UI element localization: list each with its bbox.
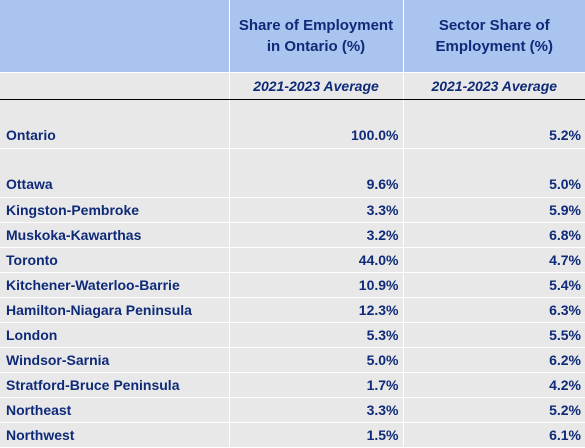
table-row: Muskoka-Kawarthas 3.2% 6.8% bbox=[0, 222, 585, 248]
sector-share-value: 4.2% bbox=[403, 372, 585, 398]
region-name: Toronto bbox=[0, 247, 230, 273]
table-row: Stratford-Bruce Peninsula 1.7% 4.2% bbox=[0, 372, 585, 398]
sector-share-value: 5.4% bbox=[403, 272, 585, 298]
header-share-of-employment: Share of Employment in Ontario (%) bbox=[229, 0, 404, 72]
region-name: Muskoka-Kawarthas bbox=[0, 222, 230, 248]
sector-share-value: 6.1% bbox=[403, 422, 585, 448]
share-value: 1.7% bbox=[229, 372, 404, 398]
subheader-share-period: 2021-2023 Average bbox=[229, 71, 404, 100]
share-value: 5.3% bbox=[229, 322, 404, 348]
sector-share-value: 6.3% bbox=[403, 297, 585, 323]
table-row: Northwest 1.5% 6.1% bbox=[0, 422, 585, 448]
region-name: Stratford-Bruce Peninsula bbox=[0, 372, 230, 398]
spacer-row bbox=[0, 148, 585, 172]
region-name: Kitchener-Waterloo-Barrie bbox=[0, 272, 230, 298]
table-row: Windsor-Sarnia 5.0% 6.2% bbox=[0, 347, 585, 373]
header-share-line2: in Ontario (%) bbox=[266, 37, 366, 55]
share-value: 10.9% bbox=[229, 272, 404, 298]
header-region bbox=[0, 0, 230, 72]
region-rows: Ottawa 9.6% 5.0% Kingston-Pembroke 3.3% 5.9% M… bbox=[0, 172, 585, 448]
region-name: London bbox=[0, 322, 230, 348]
subheader-row: 2021-2023 Average 2021-2023 Average bbox=[0, 71, 585, 100]
table-row: Toronto 44.0% 4.7% bbox=[0, 247, 585, 273]
region-name: Northwest bbox=[0, 422, 230, 448]
region-name: Hamilton-Niagara Peninsula bbox=[0, 297, 230, 323]
region-name: Kingston-Pembroke bbox=[0, 197, 230, 223]
sector-share-value: 5.5% bbox=[403, 322, 585, 348]
share-value: 9.6% bbox=[229, 172, 404, 198]
table-row: Kitchener-Waterloo-Barrie 10.9% 5.4% bbox=[0, 272, 585, 298]
table-row: Ottawa 9.6% 5.0% bbox=[0, 172, 585, 198]
share-value: 1.5% bbox=[229, 422, 404, 448]
share-value: 3.3% bbox=[229, 397, 404, 423]
share-value: 5.0% bbox=[229, 347, 404, 373]
table-row: Northeast 3.3% 5.2% bbox=[0, 397, 585, 423]
subheader-sector-period: 2021-2023 Average bbox=[403, 71, 585, 100]
table-row: Kingston-Pembroke 3.3% 5.9% bbox=[0, 197, 585, 223]
header-sector-line2: Employment (%) bbox=[435, 37, 553, 55]
share-value: 3.2% bbox=[229, 222, 404, 248]
summary-row: Ontario 100.0% 5.2% bbox=[0, 123, 585, 149]
header-sector-line1: Sector Share of bbox=[438, 16, 550, 34]
share-value: 3.3% bbox=[229, 197, 404, 223]
spacer-row bbox=[0, 99, 585, 123]
table-row: London 5.3% 5.5% bbox=[0, 322, 585, 348]
subheader-empty bbox=[0, 71, 230, 100]
sector-share-value: 5.9% bbox=[403, 197, 585, 223]
sector-share-value: 6.8% bbox=[403, 222, 585, 248]
share-value: 12.3% bbox=[229, 297, 404, 323]
sector-share-value: 5.2% bbox=[403, 397, 585, 423]
share-value: 100.0% bbox=[229, 123, 404, 149]
sector-share-value: 5.0% bbox=[403, 172, 585, 198]
region-name: Windsor-Sarnia bbox=[0, 347, 230, 373]
header-sector-share: Sector Share of Employment (%) bbox=[403, 0, 585, 72]
table-row: Hamilton-Niagara Peninsula 12.3% 6.3% bbox=[0, 297, 585, 323]
header-share-line1: Share of Employment bbox=[238, 16, 394, 34]
region-name: Ontario bbox=[0, 123, 230, 149]
sector-share-value: 5.2% bbox=[403, 123, 585, 149]
region-name: Ottawa bbox=[0, 172, 230, 198]
region-name: Northeast bbox=[0, 397, 230, 423]
sector-share-value: 4.7% bbox=[403, 247, 585, 273]
sector-share-value: 6.2% bbox=[403, 347, 585, 373]
share-value: 44.0% bbox=[229, 247, 404, 273]
header-row: Share of Employment in Ontario (%) Secto… bbox=[0, 0, 585, 72]
